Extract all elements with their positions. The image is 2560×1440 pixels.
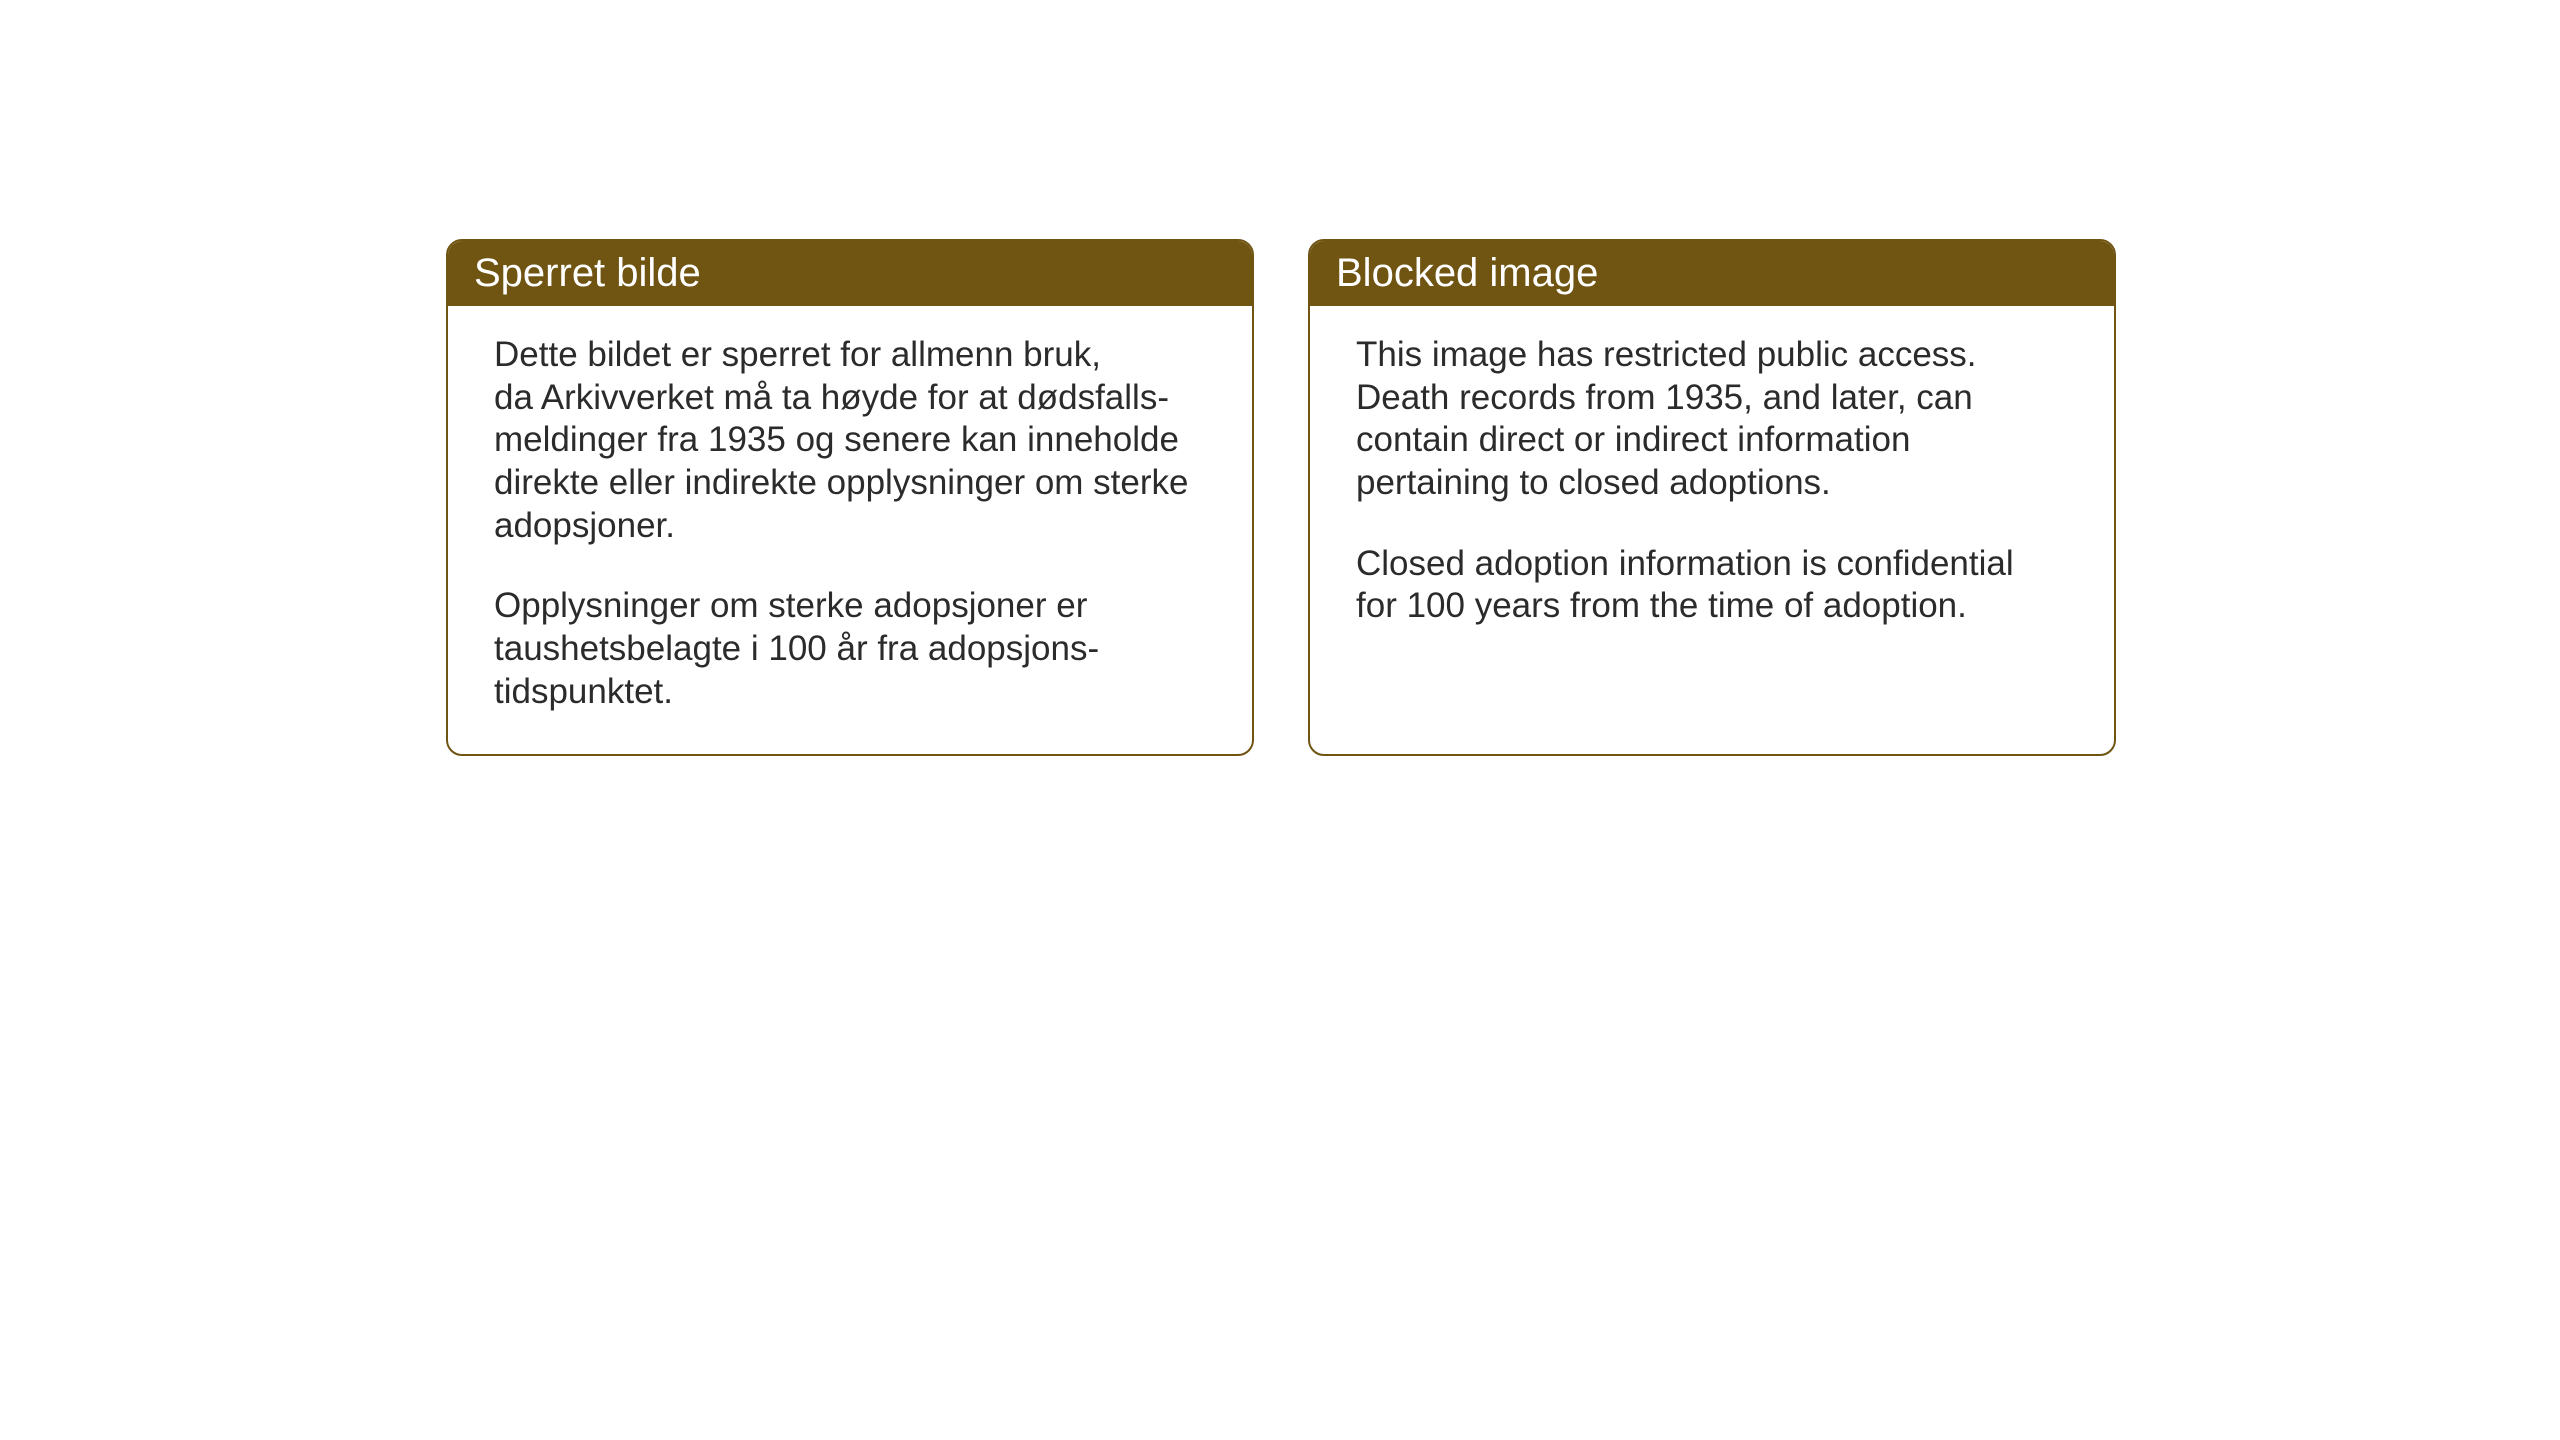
card-body-english: This image has restricted public access.… [1310,306,2114,668]
paragraph-2-norwegian: Opplysninger om sterke adopsjoner er tau… [494,585,1206,713]
body-text: meldinger fra 1935 og senere kan innehol… [494,419,1206,462]
card-body-norwegian: Dette bildet er sperret for allmenn bruk… [448,306,1252,754]
body-text: Closed adoption information is confident… [1356,543,2068,586]
paragraph-1-norwegian: Dette bildet er sperret for allmenn bruk… [494,334,1206,547]
body-text: This image has restricted public access. [1356,334,2068,377]
paragraph-2-english: Closed adoption information is confident… [1356,543,2068,628]
card-title-english: Blocked image [1336,251,1598,295]
notice-card-norwegian: Sperret bilde Dette bildet er sperret fo… [446,239,1254,756]
body-text: Dette bildet er sperret for allmenn bruk… [494,334,1206,377]
body-text: tidspunktet. [494,671,1206,714]
notice-card-english: Blocked image This image has restricted … [1308,239,2116,756]
card-title-norwegian: Sperret bilde [474,251,701,295]
paragraph-1-english: This image has restricted public access.… [1356,334,2068,505]
card-header-english: Blocked image [1310,241,2114,306]
body-text: for 100 years from the time of adoption. [1356,585,2068,628]
body-text: da Arkivverket må ta høyde for at dødsfa… [494,377,1206,420]
body-text: Death records from 1935, and later, can [1356,377,2068,420]
card-header-norwegian: Sperret bilde [448,241,1252,306]
body-text: adopsjoner. [494,505,1206,548]
body-text: Opplysninger om sterke adopsjoner er [494,585,1206,628]
body-text: taushetsbelagte i 100 år fra adopsjons- [494,628,1206,671]
notice-cards-container: Sperret bilde Dette bildet er sperret fo… [446,239,2116,756]
body-text: pertaining to closed adoptions. [1356,462,2068,505]
body-text: direkte eller indirekte opplysninger om … [494,462,1206,505]
body-text: contain direct or indirect information [1356,419,2068,462]
